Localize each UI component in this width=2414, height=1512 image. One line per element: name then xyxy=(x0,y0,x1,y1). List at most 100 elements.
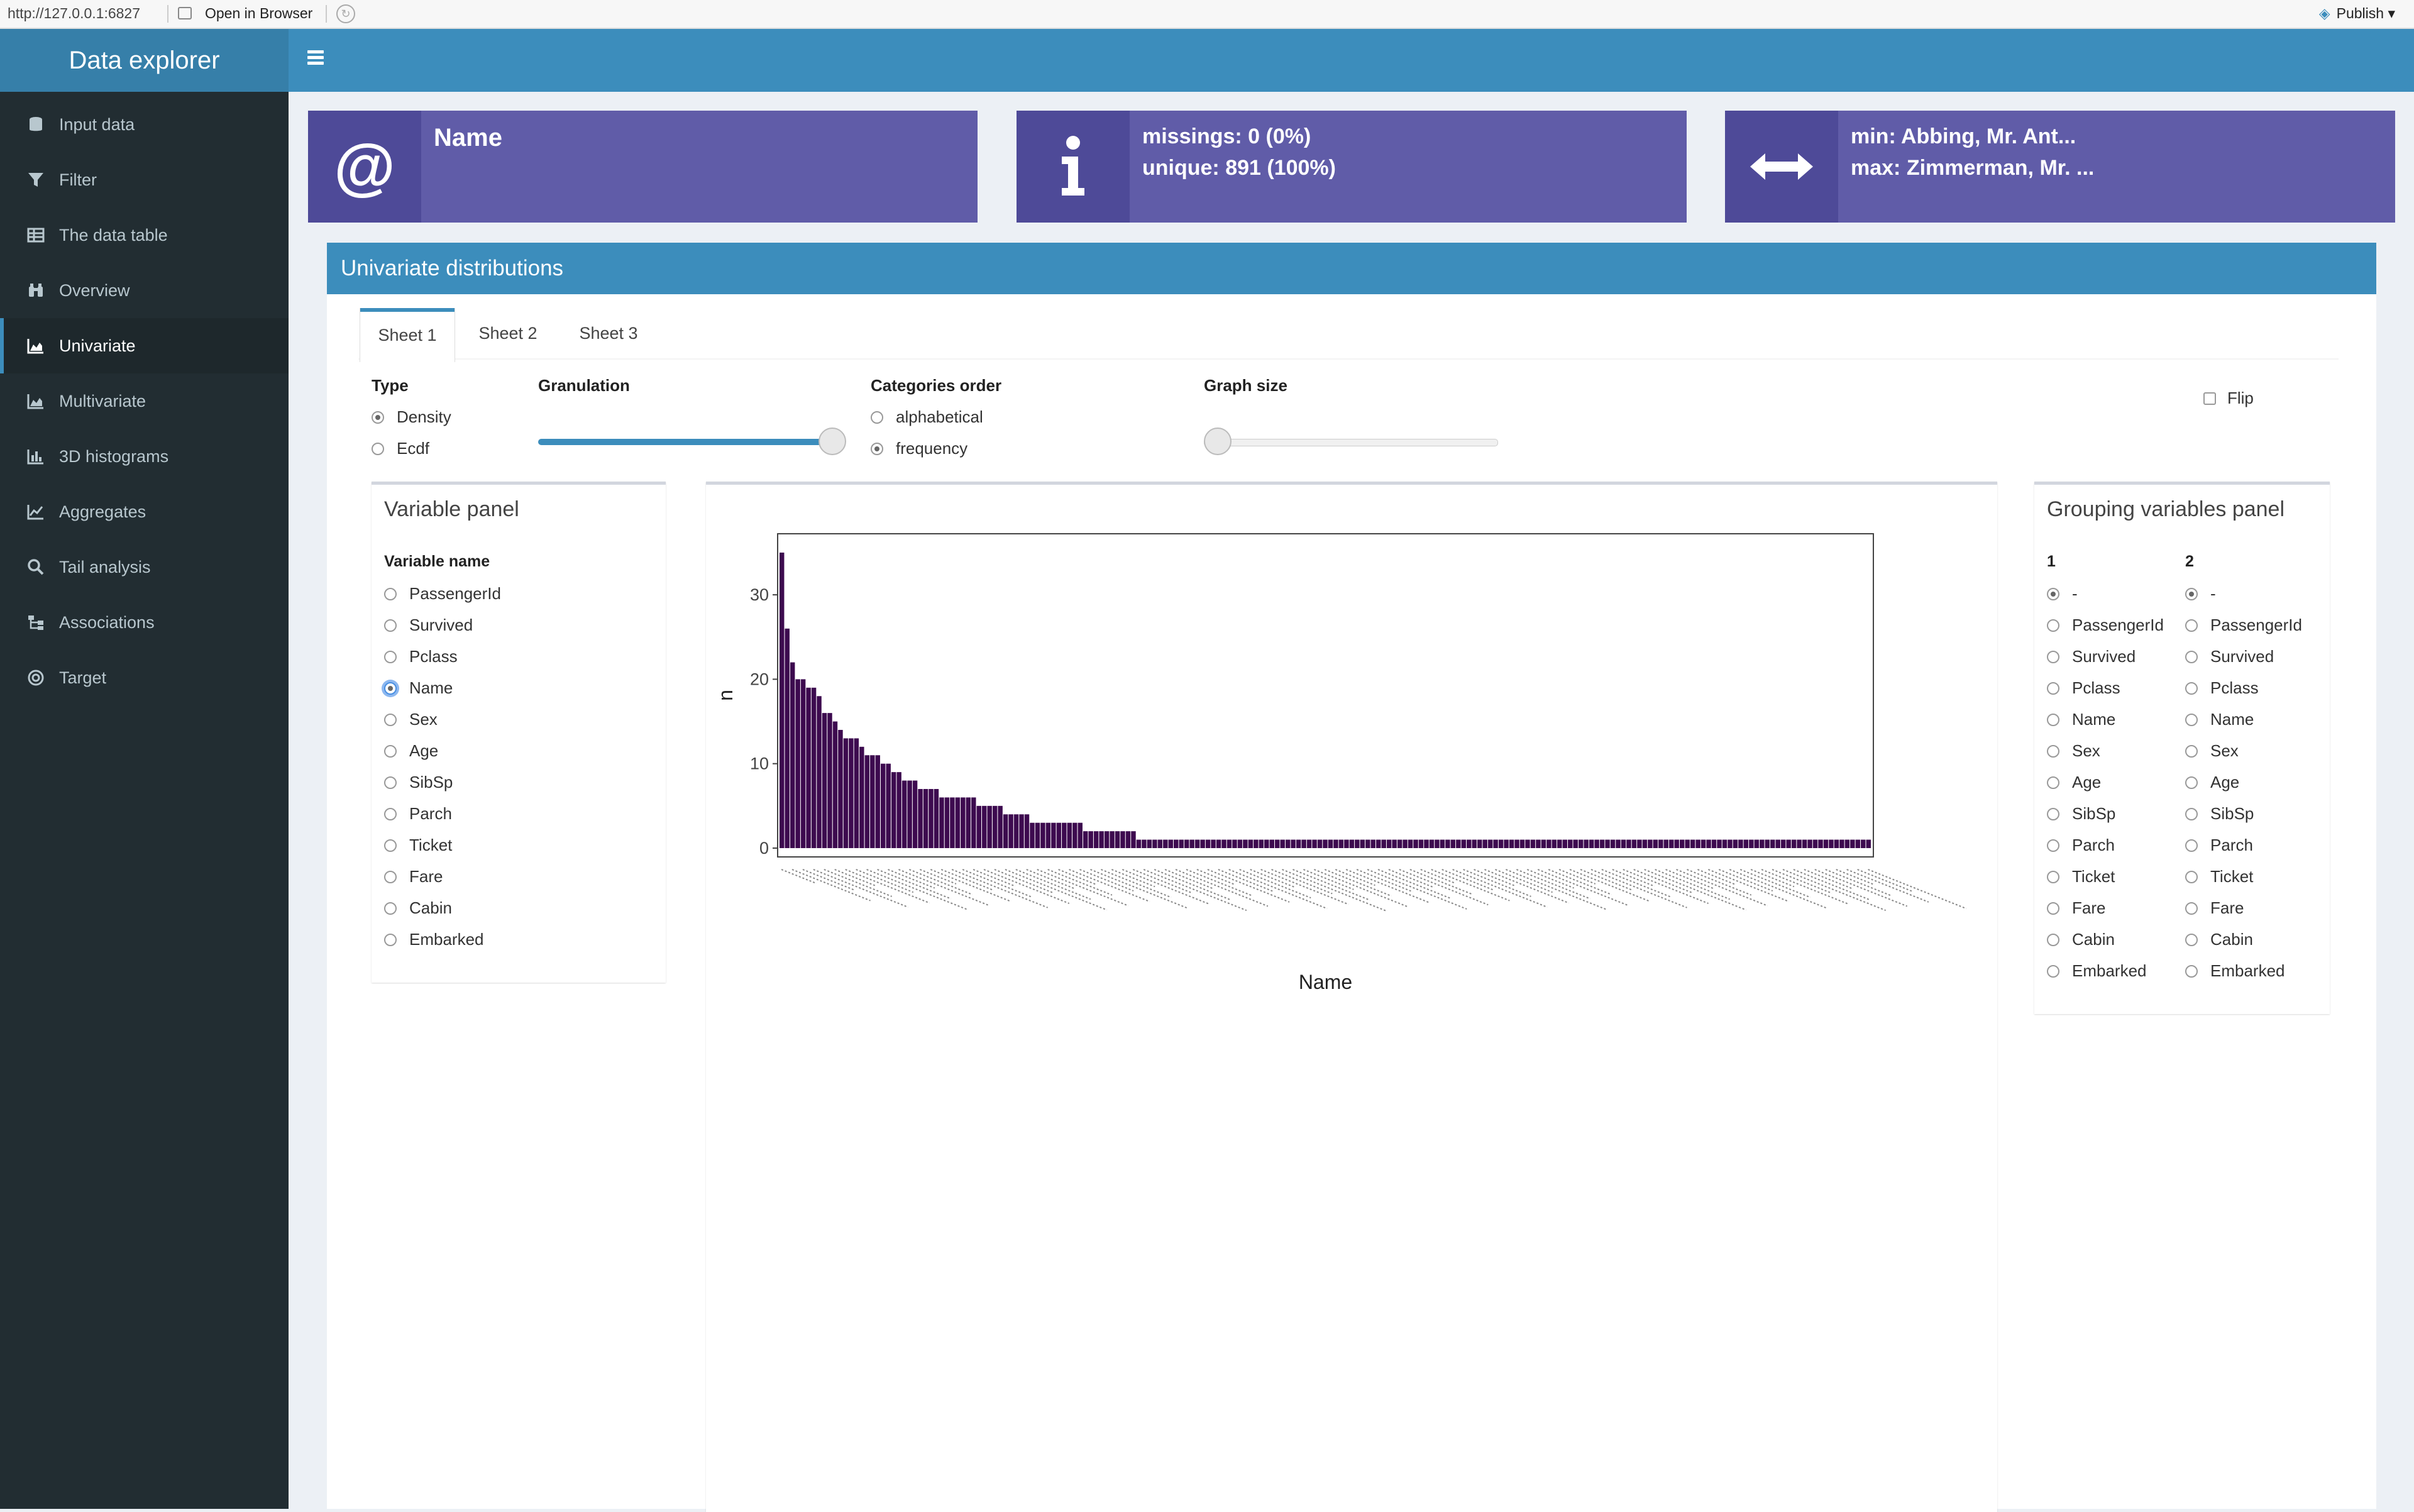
group2-radio-fare[interactable]: Fare xyxy=(2185,898,2244,918)
group2-radio-ticket[interactable]: Ticket xyxy=(2185,867,2253,886)
variable-radio-survived[interactable]: Survived xyxy=(384,615,473,635)
sidebar-item-univariate[interactable]: Univariate xyxy=(0,318,289,373)
radio-dot[interactable] xyxy=(2185,807,2198,820)
radio-dot[interactable] xyxy=(2047,776,2059,789)
group2-radio-survived[interactable]: Survived xyxy=(2185,647,2274,666)
publish-button[interactable]: ◈ Publish ▾ xyxy=(2318,5,2395,21)
radio-dot[interactable] xyxy=(372,411,384,424)
radio-dot[interactable] xyxy=(871,411,883,424)
radio-dot[interactable] xyxy=(2185,964,2198,978)
sidebar-item-aggregates[interactable]: Aggregates xyxy=(0,484,289,539)
group2-radio-sex[interactable]: Sex xyxy=(2185,741,2239,761)
group1-radio-none[interactable]: - xyxy=(2047,584,2078,604)
sidebar-item-target[interactable]: Target xyxy=(0,650,289,705)
group2-radio-none[interactable]: - xyxy=(2185,584,2216,604)
order-frequency-radio[interactable]: frequency xyxy=(871,439,967,458)
radio-dot[interactable] xyxy=(384,839,397,852)
radio-dot[interactable] xyxy=(2185,933,2198,946)
sidebar-item-associations[interactable]: Associations xyxy=(0,595,289,650)
radio-dot[interactable] xyxy=(2185,587,2198,600)
variable-radio-age[interactable]: Age xyxy=(384,741,438,761)
group1-radio-cabin[interactable]: Cabin xyxy=(2047,930,2115,949)
radio-dot[interactable] xyxy=(2047,807,2059,820)
group1-radio-sibsp[interactable]: SibSp xyxy=(2047,804,2115,824)
granulation-slider-handle[interactable] xyxy=(818,428,846,455)
radio-dot[interactable] xyxy=(2047,619,2059,632)
group2-radio-age[interactable]: Age xyxy=(2185,773,2239,792)
radio-dot[interactable] xyxy=(871,442,883,455)
order-alphabetical-radio[interactable]: alphabetical xyxy=(871,407,983,427)
radio-dot[interactable] xyxy=(2047,587,2059,600)
radio-dot[interactable] xyxy=(384,587,397,600)
sidebar-item-3d-histograms[interactable]: 3D histograms xyxy=(0,429,289,484)
variable-radio-embarked[interactable]: Embarked xyxy=(384,930,484,949)
variable-radio-passengerid[interactable]: PassengerId xyxy=(384,584,501,604)
group2-radio-name[interactable]: Name xyxy=(2185,710,2254,729)
graph-size-slider-track[interactable] xyxy=(1204,439,1498,446)
radio-dot[interactable] xyxy=(2047,744,2059,758)
radio-dot[interactable] xyxy=(2047,870,2059,883)
radio-dot[interactable] xyxy=(2185,839,2198,852)
group2-radio-parch[interactable]: Parch xyxy=(2185,836,2253,855)
variable-radio-ticket[interactable]: Ticket xyxy=(384,836,452,855)
refresh-icon[interactable]: ↻ xyxy=(336,4,355,23)
radio-dot[interactable] xyxy=(2185,902,2198,915)
checkbox-box[interactable] xyxy=(2203,392,2216,405)
radio-dot[interactable] xyxy=(2047,682,2059,695)
radio-dot[interactable] xyxy=(384,744,397,758)
type-ecdf-radio[interactable]: Ecdf xyxy=(372,439,429,458)
radio-dot[interactable] xyxy=(384,650,397,663)
group1-radio-pclass[interactable]: Pclass xyxy=(2047,678,2120,698)
group2-radio-cabin[interactable]: Cabin xyxy=(2185,930,2253,949)
radio-dot[interactable] xyxy=(2047,964,2059,978)
variable-radio-fare[interactable]: Fare xyxy=(384,867,443,886)
group1-radio-parch[interactable]: Parch xyxy=(2047,836,2115,855)
sidebar-item-multivariate[interactable]: Multivariate xyxy=(0,373,289,429)
group1-radio-embarked[interactable]: Embarked xyxy=(2047,961,2147,981)
group2-radio-sibsp[interactable]: SibSp xyxy=(2185,804,2254,824)
radio-dot[interactable] xyxy=(372,442,384,455)
group2-radio-passengerid[interactable]: PassengerId xyxy=(2185,615,2302,635)
variable-radio-sibsp[interactable]: SibSp xyxy=(384,773,453,792)
variable-radio-sex[interactable]: Sex xyxy=(384,710,438,729)
url-text[interactable]: http://127.0.0.1:6827 xyxy=(8,5,141,21)
radio-dot[interactable] xyxy=(2185,744,2198,758)
hamburger-menu-icon[interactable] xyxy=(307,48,335,73)
radio-dot[interactable] xyxy=(2047,839,2059,852)
radio-dot[interactable] xyxy=(384,776,397,789)
sidebar-item-input-data[interactable]: Input data xyxy=(0,97,289,152)
group2-radio-pclass[interactable]: Pclass xyxy=(2185,678,2259,698)
variable-radio-parch[interactable]: Parch xyxy=(384,804,452,824)
variable-radio-pclass[interactable]: Pclass xyxy=(384,647,458,666)
graph-size-slider-handle[interactable] xyxy=(1204,428,1232,455)
flip-checkbox[interactable]: Flip xyxy=(2203,389,2254,408)
radio-dot[interactable] xyxy=(2185,713,2198,726)
radio-dot[interactable] xyxy=(2185,870,2198,883)
sidebar-item-tail-analysis[interactable]: Tail analysis xyxy=(0,539,289,595)
open-browser-button[interactable]: Open in Browser xyxy=(205,5,313,21)
variable-radio-name[interactable]: Name xyxy=(384,678,453,698)
radio-dot[interactable] xyxy=(2185,619,2198,632)
radio-dot[interactable] xyxy=(384,807,397,820)
radio-dot[interactable] xyxy=(2047,933,2059,946)
radio-dot[interactable] xyxy=(2185,776,2198,789)
variable-radio-cabin[interactable]: Cabin xyxy=(384,898,452,918)
radio-dot[interactable] xyxy=(384,713,397,726)
radio-dot[interactable] xyxy=(2185,650,2198,663)
granulation-slider-track[interactable] xyxy=(538,439,827,445)
radio-dot[interactable] xyxy=(384,933,397,946)
group1-radio-fare[interactable]: Fare xyxy=(2047,898,2105,918)
tab-sheet-1[interactable]: Sheet 1 xyxy=(360,308,455,362)
group1-radio-sex[interactable]: Sex xyxy=(2047,741,2100,761)
group1-radio-ticket[interactable]: Ticket xyxy=(2047,867,2115,886)
radio-dot[interactable] xyxy=(384,902,397,915)
sidebar-item-the-data-table[interactable]: The data table xyxy=(0,207,289,263)
group1-radio-survived[interactable]: Survived xyxy=(2047,647,2136,666)
type-density-radio[interactable]: Density xyxy=(372,407,451,427)
group1-radio-name[interactable]: Name xyxy=(2047,710,2115,729)
sidebar-item-overview[interactable]: Overview xyxy=(0,263,289,318)
radio-dot[interactable] xyxy=(2047,713,2059,726)
group1-radio-passengerid[interactable]: PassengerId xyxy=(2047,615,2164,635)
tab-sheet-3[interactable]: Sheet 3 xyxy=(579,324,638,343)
radio-dot[interactable] xyxy=(384,870,397,883)
